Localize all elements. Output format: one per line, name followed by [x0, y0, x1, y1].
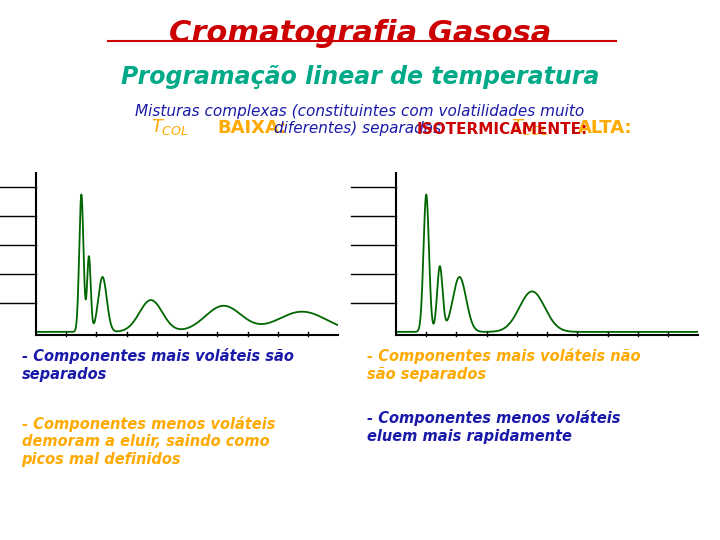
Text: BAIXA:: BAIXA: — [217, 119, 287, 137]
Text: $T_{COL}$: $T_{COL}$ — [511, 117, 549, 137]
Text: ISOTERMICAMENTE:: ISOTERMICAMENTE: — [416, 122, 588, 137]
Text: - Componentes mais voláteis não
são separados: - Componentes mais voláteis não são sepa… — [367, 348, 641, 382]
Text: ALTA:: ALTA: — [577, 119, 632, 137]
Text: $T_{COL}$: $T_{COL}$ — [151, 117, 189, 137]
Text: Cromatografia Gasosa: Cromatografia Gasosa — [168, 19, 552, 48]
Text: - Componentes menos voláteis
eluem mais rapidamente: - Componentes menos voláteis eluem mais … — [367, 410, 621, 444]
Text: - Componentes menos voláteis
demoram a eluir, saindo como
picos mal definidos: - Componentes menos voláteis demoram a e… — [22, 416, 275, 467]
Text: Misturas complexas (constituintes com volatilidades muito: Misturas complexas (constituintes com vo… — [135, 104, 585, 119]
Text: - Componentes mais voláteis são
separados: - Componentes mais voláteis são separado… — [22, 348, 294, 382]
Text: diferentes) separadas: diferentes) separadas — [274, 122, 446, 137]
Text: Programação linear de temperatura: Programação linear de temperatura — [121, 65, 599, 89]
